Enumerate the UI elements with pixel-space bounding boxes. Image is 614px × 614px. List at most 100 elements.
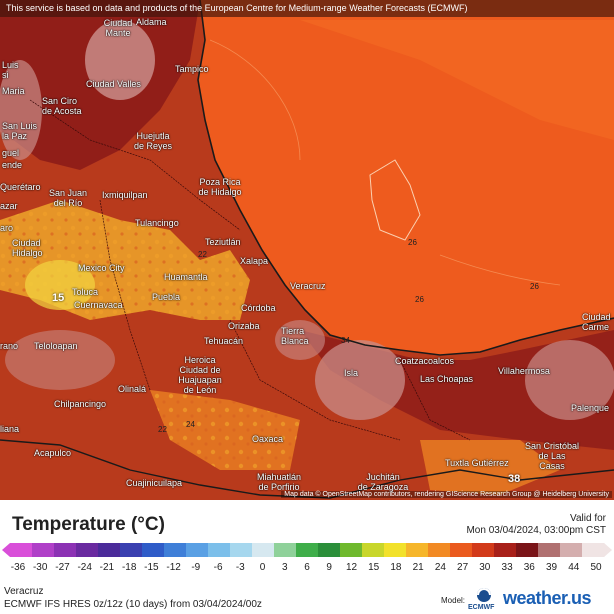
city-rano: rano [0,341,19,351]
city-tampico: Tampico [175,64,209,74]
scale-tick-label: -18 [121,562,137,573]
scale-tick-label: 21 [412,562,424,573]
ecmwf-logo-icon [477,588,491,602]
scale-color-segment [494,543,517,557]
color-scale-bar [2,543,612,557]
valid-time: Mon 03/04/2024, 03:00pm CST [466,525,606,536]
temperature-value-label: 38 [508,473,521,485]
city-ciudad-valles: Ciudad Valles [86,79,141,89]
city-teloloapan: Teloloapan [34,341,78,351]
city-orizaba: Orizaba [228,321,260,331]
pacific-isthmus-hot [420,440,560,495]
scale-color-segment [142,543,165,557]
scale-tick-label: -9 [191,562,201,573]
scale-color-segment [10,543,33,557]
scale-color-segment [340,543,363,557]
city-ende: ende [2,160,23,170]
scale-color-segment [362,543,385,557]
pacific-coastline [0,439,614,499]
tuxtlas-cool [315,340,405,420]
scale-color-segment [274,543,297,557]
scale-tick-label: 30 [479,562,491,573]
map-graphic [0,0,614,500]
city-ciudad-mante: Ciudad Mante [103,18,133,38]
state-border-3 [229,319,401,441]
scale-right-arrow [604,543,612,557]
scale-color-segment [230,543,253,557]
scale-color-segment [384,543,407,557]
model-info: ECMWF IFS HRES 0z/12z (10 days) from 03/… [4,599,262,610]
sea-isotherm-1 [369,159,421,241]
scale-tick-label: -24 [77,562,92,573]
city-veracruz: Veracruz [290,281,326,291]
valid-for-label: Valid for [570,513,606,524]
scale-color-segment [252,543,275,557]
city-luis: Luis si [2,60,19,80]
city-tehuacan: Tehuacán [204,336,244,346]
sea-warm-band [300,20,614,140]
scale-tick-label: 39 [545,562,558,573]
scale-color-segment [472,543,495,557]
sierra-madre-oriental-cool [85,20,155,100]
temperature-map[interactable]: This service is based on data and produc… [0,0,614,500]
scale-color-segment [296,543,319,557]
isotherm-value-label: 26 [408,238,417,247]
city-azar: azar [0,201,18,211]
scale-color-segment [560,543,583,557]
scale-color-segment [120,543,143,557]
scale-color-segment [208,543,231,557]
city-miahuatlan-de-porfirio: Miahuatlán de Porfirio [256,472,302,492]
scale-tick-label: 12 [345,562,358,573]
sea-isotherm-3 [439,254,561,286]
city-aldama: Aldama [136,17,167,27]
weather-us-logo[interactable]: weather.us [503,588,592,608]
scale-tick-label: -3 [235,562,245,573]
scale-color-segment [32,543,55,557]
city-san-ciro-de-acosta: San Ciro de Acosta [42,96,82,116]
chiapas-cool [525,340,614,420]
city-huejutla-de-reyes: Huejutla de Reyes [133,131,173,151]
city-juchitan-de-zaragoza: Juchitán de Zaragoza [357,472,409,492]
scale-tick-label: 44 [568,562,580,573]
temperature-value-label: 15 [52,292,65,304]
scale-tick-label: -15 [144,562,159,573]
gulf-coastline [197,0,614,356]
scale-tick-label: -27 [55,562,70,573]
city-liana: liana [0,424,20,434]
scale-color-segment [538,543,561,557]
scale-color-segment [186,543,209,557]
city-ciudad-hidalgo: Ciudad Hidalgo [12,238,43,258]
scale-tick-label: 15 [368,562,380,573]
scale-tick-label: 3 [282,562,288,573]
city-cordoba: Córdoba [241,303,276,313]
scale-tick-label: 6 [304,562,310,573]
scale-tick-label: 33 [501,562,513,573]
map-attribution[interactable]: Map data © OpenStreetMap contributors, r… [281,491,612,498]
city-ciudad-del-carmen: Ciudad Carme [582,312,611,332]
isotherm-value-label: 22 [158,425,167,434]
city-puebla: Puebla [152,292,181,302]
tierra-blanca-cool [275,320,325,360]
scale-color-segment [318,543,341,557]
scale-tick-label: 50 [590,562,602,573]
city-mexico-city: Mexico City [78,263,125,273]
city-tuxtla-gutierrez: Tuxtla Gutiérrez [445,458,509,468]
state-border-1 [29,99,241,231]
scale-color-segment [164,543,187,557]
city-san-cristobal-de-las-casas: San Cristóbal de Las Casas [524,441,580,471]
scale-tick-label: 36 [523,562,535,573]
city-coatzacoalcos: Coatzacoalcos [395,356,455,366]
city-heroica-ciudad-de-huajuapan: Heroica Ciudad de Huajuapan de León [178,355,222,395]
west-cool-area [0,60,42,160]
city-guel: guel [2,148,20,158]
scale-color-segment [406,543,429,557]
scale-color-segment [54,543,77,557]
city-teziutlan: Teziutlán [205,237,241,247]
legend-title: Temperature (°C) [12,514,165,535]
scale-tick-label: 0 [259,562,266,573]
model-label: Model: [441,596,466,605]
ecmwf-notice-banner: This service is based on data and produc… [0,0,614,17]
city-maria: Maria [2,86,25,96]
scale-tick-label: -12 [166,562,181,573]
scale-tick-label: -6 [213,562,223,573]
